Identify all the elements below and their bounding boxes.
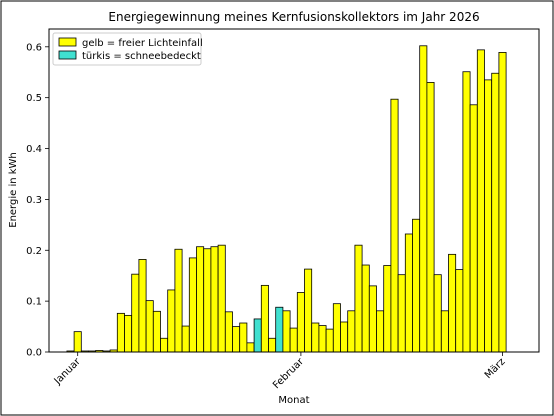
bar-day-43 xyxy=(376,310,385,353)
bar-day-42 xyxy=(368,285,377,353)
bar-day-46 xyxy=(397,274,406,353)
y-axis-title: Energie in kWh xyxy=(8,152,19,228)
bar-day-49 xyxy=(419,45,428,353)
bar-day-30 xyxy=(282,310,291,353)
chart-title: Energiegewinnung meines Kernfusionskolle… xyxy=(108,10,479,24)
y-tick-label: 0.6 xyxy=(26,42,42,53)
bar-day-60 xyxy=(498,52,507,353)
plot-frame xyxy=(48,28,540,353)
bar-day-26 xyxy=(253,318,262,353)
y-tick-label: 0.1 xyxy=(26,297,42,308)
bar-day-34 xyxy=(311,322,320,353)
bar-day-24 xyxy=(239,322,248,353)
y-axis-ticks: 0.0 0.1 0.2 0.3 0.4 0.5 0.6 xyxy=(26,42,49,359)
bar-day-7 xyxy=(116,312,125,353)
bar-day-38 xyxy=(340,321,349,353)
bar-day-36 xyxy=(325,328,334,353)
bar-day-45 xyxy=(390,98,399,353)
bar-day-47 xyxy=(404,233,413,353)
legend-swatch-free-light xyxy=(58,37,77,47)
bar-day-52 xyxy=(440,310,449,353)
bars-layer xyxy=(66,45,507,353)
y-tick-label: 0.0 xyxy=(26,348,42,359)
bar-day-22 xyxy=(224,311,233,353)
legend-box xyxy=(52,32,202,66)
bar-day-55 xyxy=(462,71,471,353)
bar-day-29 xyxy=(275,306,284,353)
y-tick-label: 0.4 xyxy=(26,144,42,155)
bar-day-15 xyxy=(174,248,183,353)
bar-day-8 xyxy=(124,314,133,353)
bar-day-23 xyxy=(232,326,241,353)
legend: gelb = freier Lichteinfall türkis = schn… xyxy=(52,32,203,66)
bar-day-44 xyxy=(383,265,392,353)
bar-day-53 xyxy=(448,253,457,353)
bar-day-16 xyxy=(181,325,190,353)
bar-day-41 xyxy=(361,264,370,353)
y-tick-label: 0.5 xyxy=(26,93,42,104)
bar-day-40 xyxy=(354,244,363,353)
bar-day-28 xyxy=(268,337,277,353)
bar-day-51 xyxy=(433,274,442,353)
bar-day-56 xyxy=(469,104,478,353)
bar-day-19 xyxy=(203,248,212,353)
bar-day-57 xyxy=(476,49,485,353)
bar-day-27 xyxy=(260,284,269,353)
bar-day-32 xyxy=(296,292,305,353)
legend-swatch-snow xyxy=(58,50,77,60)
bar-day-58 xyxy=(484,79,493,353)
bar-day-1 xyxy=(73,331,82,353)
bar-day-48 xyxy=(412,218,421,353)
bar-day-31 xyxy=(289,327,298,353)
bar-day-54 xyxy=(455,269,464,353)
bar-day-20 xyxy=(210,246,219,353)
bar-day-33 xyxy=(304,268,313,353)
bar-day-39 xyxy=(347,310,356,353)
bar-day-59 xyxy=(491,72,500,353)
bar-day-37 xyxy=(332,303,341,353)
legend-label-free-light: gelb = freier Lichteinfall xyxy=(82,38,203,49)
bar-day-13 xyxy=(160,337,169,353)
bar-day-21 xyxy=(217,244,226,353)
bar-day-10 xyxy=(138,259,147,353)
bar-day-17 xyxy=(188,257,197,353)
bar-day-25 xyxy=(246,342,255,353)
bar-day-9 xyxy=(131,273,140,353)
bar-day-18 xyxy=(196,246,205,353)
bar-day-11 xyxy=(145,300,154,353)
bar-day-35 xyxy=(318,325,327,353)
bar-day-12 xyxy=(152,310,161,353)
bar-day-50 xyxy=(426,82,435,353)
x-axis-title: Monat xyxy=(278,395,309,406)
y-tick-label: 0.2 xyxy=(26,246,42,257)
bar-day-14 xyxy=(167,289,176,353)
legend-label-snow: türkis = schneebedeckt xyxy=(82,51,201,62)
y-tick-label: 0.3 xyxy=(26,195,42,206)
